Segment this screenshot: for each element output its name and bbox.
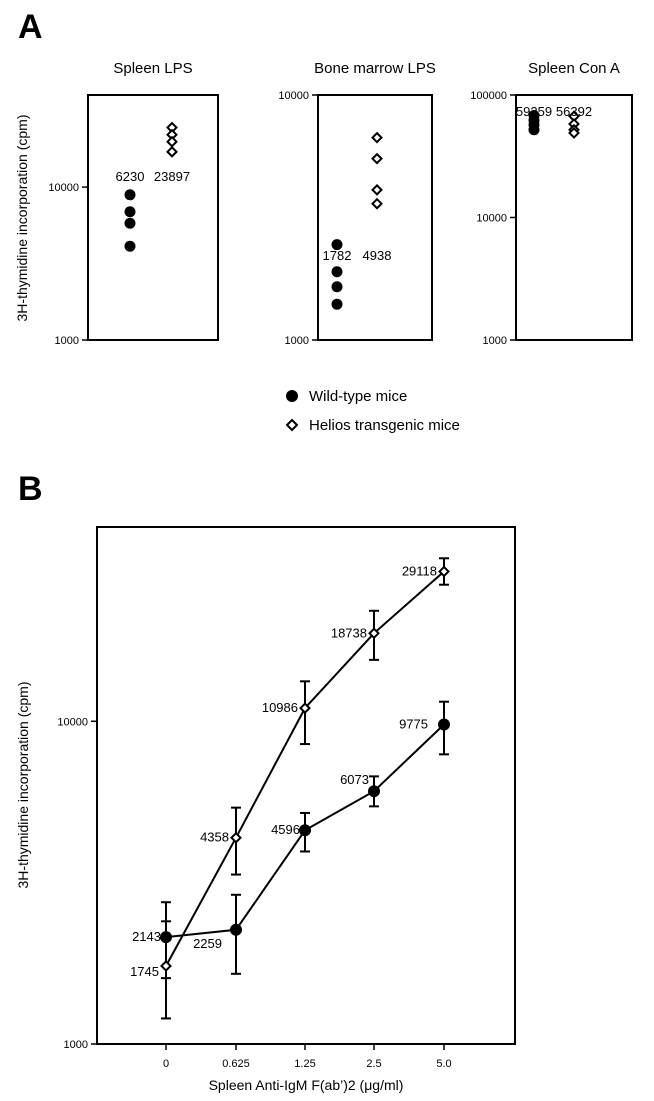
helios-point	[371, 197, 383, 210]
data-label: 6073	[340, 772, 369, 787]
panel-a-charts: Spleen LPS 1000 10000 6230 23897 Bone marrow …	[14, 60, 633, 347]
helios-marker-icon	[285, 418, 299, 432]
x-tick-label: 1.25	[294, 1058, 315, 1070]
helios-point	[368, 627, 380, 640]
helios-point	[371, 131, 383, 144]
data-label: 4358	[200, 830, 229, 845]
data-label: 10986	[262, 700, 298, 715]
helios-point	[299, 702, 311, 715]
y-tick-label: 100000	[470, 90, 507, 102]
helios-point	[166, 145, 178, 158]
wild-type-point	[331, 298, 343, 310]
x-axis-title: Spleen Anti-IgM F(ab’)2 (μg/ml)	[209, 1077, 404, 1093]
y-tick-label: 1000	[285, 335, 309, 347]
plot-frame	[87, 94, 219, 341]
wild-type-point	[124, 240, 136, 252]
chart-panel-a-2: Bone marrow LPS 1000 10000 1782 4938	[278, 60, 435, 347]
x-tick-label: 0	[163, 1058, 169, 1070]
helios-line	[165, 570, 445, 967]
x-tick-label: 0.625	[222, 1058, 250, 1070]
wild-type-point	[528, 124, 540, 136]
helios-point	[166, 135, 178, 148]
mean-value-label: 23897	[154, 169, 190, 184]
data-label: 18738	[331, 625, 367, 640]
wild-type-point	[438, 718, 450, 731]
helios-point	[230, 831, 242, 844]
y-axis-title: 3H-thymidine incorporation (cpm)	[15, 682, 31, 889]
wild-type-point	[230, 923, 242, 936]
helios-point	[438, 565, 450, 578]
data-label: 1745	[130, 964, 159, 979]
chart-panel-a-1: Spleen LPS 1000 10000 6230 23897	[48, 60, 219, 347]
y-tick-label: 1000	[55, 335, 79, 347]
y-tick-label: 10000	[278, 90, 309, 102]
data-label: 2143	[132, 929, 161, 944]
wild-type-point	[124, 206, 136, 218]
wild-type-point	[299, 824, 311, 837]
panel-a-label: A	[18, 8, 43, 46]
wild-type-point	[331, 266, 343, 278]
plot-frame	[96, 526, 516, 1045]
x-tick-label: 5.0	[436, 1058, 451, 1070]
data-label: 2259	[193, 936, 222, 951]
wild-type-point	[368, 785, 380, 798]
panel-b-label: B	[18, 470, 43, 508]
mean-value-label: 56392	[556, 104, 592, 119]
y-tick-label: 1000	[64, 1039, 88, 1051]
mean-value-label: 1782	[323, 248, 352, 263]
wild-type-marker-icon	[286, 390, 298, 402]
panel-b-chart: 1000 10000 0 0.625 1.25 2.5 5.0 Spleen Anti-IgM…	[15, 526, 516, 1093]
wild-type-point	[331, 281, 343, 293]
x-tick-label: 2.5	[366, 1058, 381, 1070]
helios-point	[568, 127, 580, 139]
chart-panel-a-3: Spleen Con A 1000 10000 100000 59259 56392	[470, 60, 633, 347]
helios-point	[371, 152, 383, 165]
wild-type-point	[124, 217, 136, 229]
y-axis-title: 3H-thymidine incorporation (cpm)	[14, 115, 30, 322]
data-label: 4596	[271, 822, 300, 837]
y-tick-label: 1000	[483, 335, 507, 347]
wild-type-point	[124, 189, 136, 201]
chart-title: Spleen Con A	[528, 60, 620, 77]
chart-title: Bone marrow LPS	[314, 60, 436, 77]
y-tick-label: 10000	[48, 182, 79, 194]
wild-type-point	[331, 239, 343, 251]
legend-wild-type-label: Wild-type mice	[309, 388, 407, 405]
mean-value-label: 4938	[363, 248, 392, 263]
y-tick-label: 10000	[476, 213, 507, 225]
mean-value-label: 6230	[116, 169, 145, 184]
legend-helios-label: Helios transgenic mice	[309, 417, 460, 434]
plot-frame	[317, 94, 433, 341]
mean-value-label: 59259	[516, 104, 552, 119]
legend: Wild-type mice Helios transgenic mice	[285, 388, 460, 434]
data-label: 9775	[399, 716, 428, 731]
helios-point	[371, 183, 383, 196]
y-tick-label: 10000	[57, 716, 88, 728]
chart-title: Spleen LPS	[113, 60, 192, 77]
data-label: 29118	[402, 564, 437, 579]
helios-point	[160, 960, 172, 972]
